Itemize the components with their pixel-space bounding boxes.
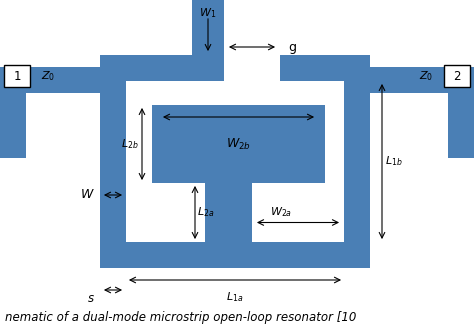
Text: $W_1$: $W_1$ — [200, 6, 217, 20]
Bar — [280, 55, 370, 81]
Text: $Z_0$: $Z_0$ — [419, 69, 433, 83]
Bar — [4, 65, 30, 87]
Bar — [100, 55, 126, 268]
Bar — [152, 105, 325, 183]
Text: $W$: $W$ — [80, 188, 95, 201]
Text: 1: 1 — [13, 70, 21, 82]
Bar — [444, 65, 470, 87]
Text: $L_{1a}$: $L_{1a}$ — [226, 290, 244, 304]
Bar — [100, 55, 224, 81]
Text: $L_{2b}$: $L_{2b}$ — [121, 137, 139, 151]
Text: nematic of a dual-mode microstrip open-loop resonator [10: nematic of a dual-mode microstrip open-l… — [5, 312, 356, 324]
Bar — [205, 183, 252, 242]
Text: $Z_0$: $Z_0$ — [41, 69, 55, 83]
Text: g: g — [288, 41, 296, 54]
Bar — [192, 0, 224, 81]
Bar — [344, 55, 370, 268]
Text: $W_{2b}$: $W_{2b}$ — [226, 136, 251, 151]
Bar — [448, 67, 474, 158]
Bar — [126, 81, 344, 242]
Bar — [344, 67, 474, 93]
Text: $s$: $s$ — [87, 292, 95, 305]
Bar — [0, 67, 26, 158]
Text: $L_{1b}$: $L_{1b}$ — [385, 155, 403, 168]
Text: 2: 2 — [453, 70, 461, 82]
Bar — [0, 67, 126, 93]
Bar — [100, 242, 370, 268]
Text: $L_{2a}$: $L_{2a}$ — [197, 206, 214, 219]
Text: $W_{2a}$: $W_{2a}$ — [270, 206, 292, 219]
